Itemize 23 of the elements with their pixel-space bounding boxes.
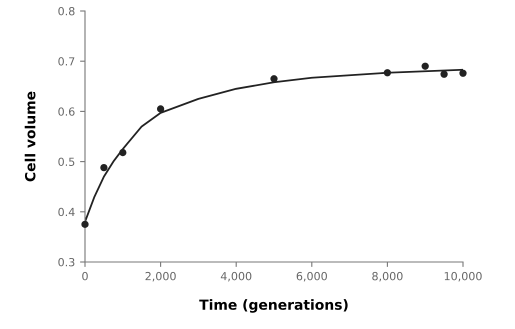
y-tick-label: 0.3 [58, 258, 74, 266]
x-tick-label: 8,000 [372, 272, 403, 282]
point [156, 105, 164, 113]
point [422, 62, 429, 70]
x-tick-label: 2,000 [146, 272, 176, 282]
point [100, 164, 108, 172]
point [119, 148, 126, 156]
point [270, 75, 278, 82]
point [440, 70, 448, 78]
x-tick-label: 6,000 [296, 272, 327, 282]
y-axis-title: Cell volume [24, 92, 36, 182]
y-tick-label: 0.7 [58, 57, 74, 66]
x-tick-label: 10,000 [444, 272, 482, 282]
point [81, 220, 89, 228]
y-tick-label: 0.5 [58, 158, 74, 166]
x-tick-label: 0 [82, 272, 88, 280]
x-axis-title: Time (generations) [199, 299, 348, 313]
y-tick-label: 0.6 [58, 107, 75, 116]
y-tick-label: 0.4 [58, 208, 75, 216]
y-tick-label: 0.8 [58, 6, 75, 16]
point [459, 70, 467, 77]
x-tick-label: 4,000 [220, 272, 252, 282]
point [384, 69, 392, 76]
